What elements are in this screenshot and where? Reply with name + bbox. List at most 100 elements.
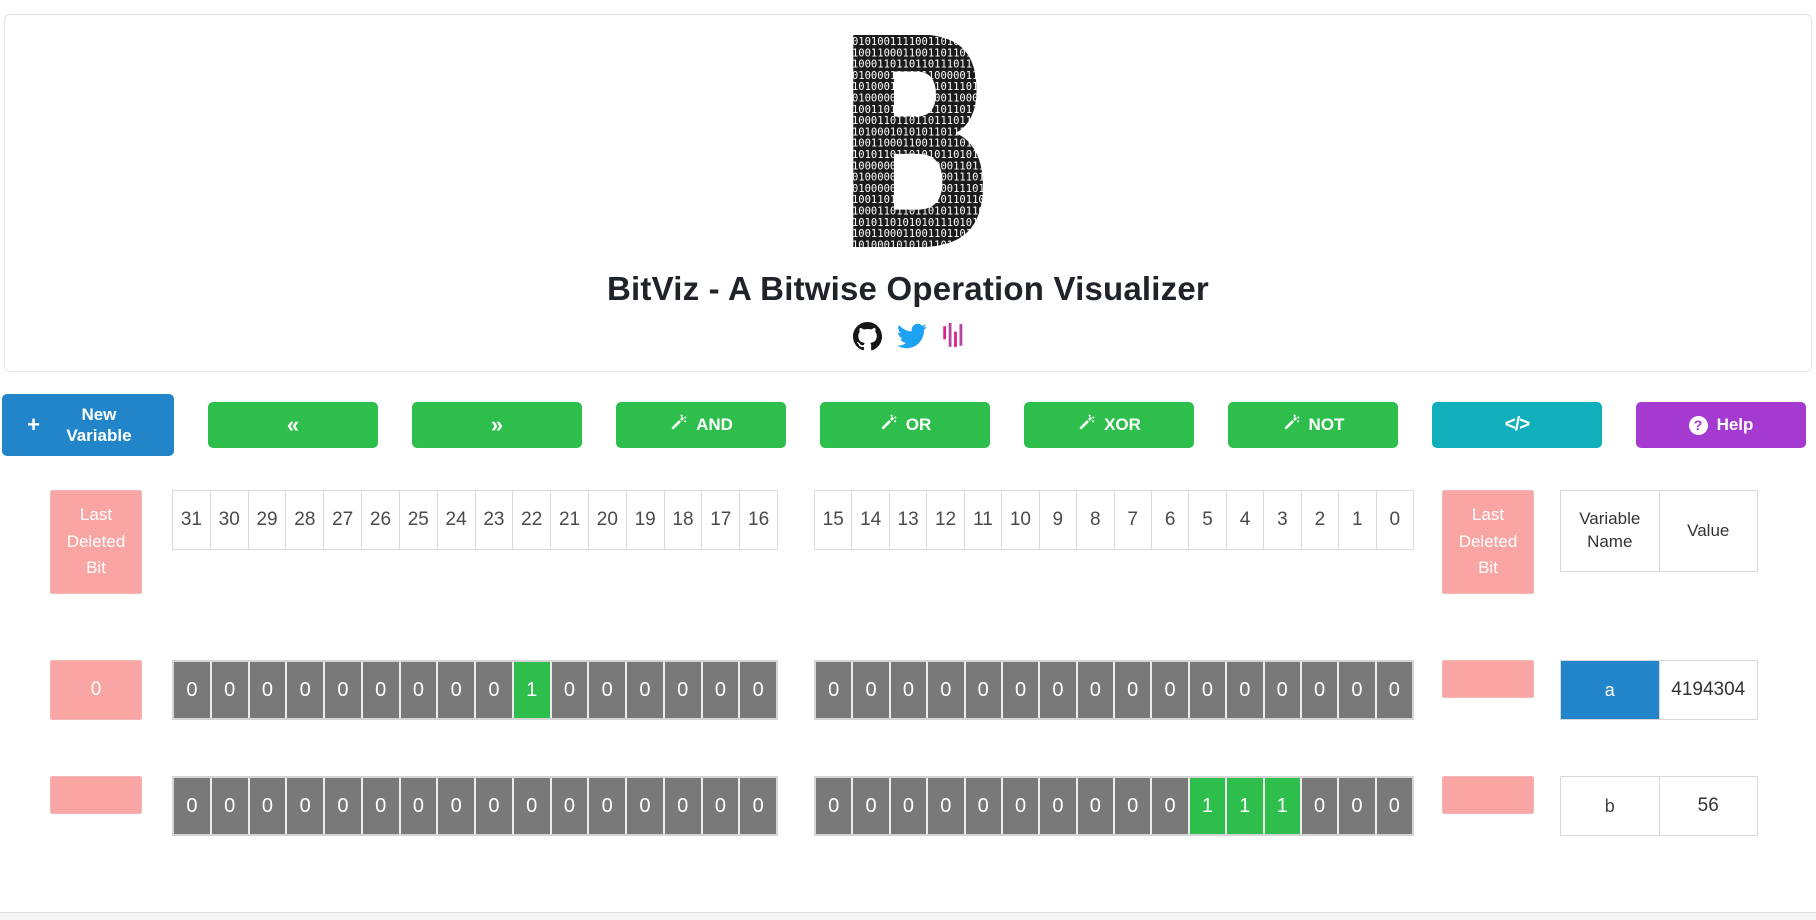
bit-cell[interactable]: 0 — [888, 662, 927, 718]
bit-cell[interactable]: 0 — [662, 778, 701, 834]
bit-cell[interactable]: 0 — [625, 778, 663, 834]
bit-cell[interactable]: 0 — [738, 662, 776, 718]
toolbar-button-xor[interactable]: XOR — [1024, 402, 1194, 448]
bit-cell[interactable]: 0 — [1075, 662, 1113, 718]
bit-cell[interactable]: 0 — [816, 662, 852, 718]
bit-cell[interactable]: 0 — [1337, 778, 1375, 834]
bit-cell[interactable]: 0 — [625, 662, 663, 718]
bit-cell[interactable]: 0 — [174, 778, 210, 834]
bit-header-row: Last Deleted Bit 31 30 29 28 27 26 25 24 23 22 21 2… — [0, 490, 1816, 594]
bit-cell[interactable]: 0 — [1150, 778, 1188, 834]
bit-cell[interactable]: 0 — [1337, 662, 1375, 718]
bit-cell[interactable]: 0 — [474, 662, 512, 718]
bit-index-header-high: 31 30 29 28 27 26 25 24 23 22 21 20 19 18 17 16 — [172, 490, 778, 550]
bit-cell[interactable]: 0 — [1038, 778, 1076, 834]
bit-cell[interactable]: 0 — [1299, 662, 1338, 718]
button-label: Help — [1716, 415, 1754, 434]
toolbar-button-new-variable[interactable]: + New Variable — [2, 394, 174, 456]
toolbar-button-shift-left[interactable]: « — [208, 402, 378, 448]
bit-cell[interactable]: 0 — [587, 778, 625, 834]
bit-cell[interactable]: 0 — [851, 778, 889, 834]
github-icon[interactable] — [852, 321, 882, 351]
bit-cell[interactable]: 0 — [963, 662, 1001, 718]
bit-cell[interactable]: 1 — [511, 662, 550, 718]
bit-cell[interactable]: 0 — [1075, 778, 1113, 834]
bit-cell[interactable]: 0 — [247, 662, 286, 718]
bit-cell[interactable]: 0 — [816, 778, 852, 834]
bit-index-cell: 24 — [436, 491, 475, 549]
bit-cell[interactable]: 0 — [926, 778, 964, 834]
bit-cell[interactable]: 0 — [474, 778, 512, 834]
bit-cell[interactable]: 0 — [549, 662, 588, 718]
bit-cell[interactable]: 0 — [1225, 662, 1263, 718]
magic-wand-icon — [1077, 413, 1095, 437]
bit-cell[interactable]: 0 — [1374, 778, 1412, 834]
bit-cell[interactable]: 0 — [926, 662, 964, 718]
bit-cell[interactable]: 0 — [888, 778, 927, 834]
variable-name-cell[interactable]: b — [1604, 795, 1615, 816]
bit-index-cell: 28 — [285, 491, 323, 549]
bit-cell[interactable]: 0 — [360, 662, 399, 718]
bit-cell[interactable]: 0 — [1000, 662, 1039, 718]
svg-text:0101010001010101101110101100: 0101010001010101101110101100 — [833, 126, 984, 138]
bit-cell[interactable]: 0 — [700, 778, 739, 834]
bit-cell[interactable]: 0 — [1299, 778, 1338, 834]
bit-cell[interactable]: 0 — [285, 662, 323, 718]
variable-row: 0 0 0 0 0 0 0 0 0 0 0 0 0 0 0 0 0 0 0 0 0 0 0 0 0 0 1 1 1 0 0 0 b 56 — [0, 776, 1816, 836]
bit-cell[interactable]: 0 — [1150, 662, 1188, 718]
bitviz-binary-b-logo: B 00101010011110011010111001101011001100… — [833, 35, 984, 253]
bit-cell[interactable]: 0 — [1113, 662, 1151, 718]
bit-cell[interactable]: 0 — [851, 662, 889, 718]
bit-index-cell: 0 — [1375, 491, 1413, 549]
bit-cell[interactable]: 1 — [1262, 778, 1300, 834]
bit-index-cell: 19 — [625, 491, 664, 549]
bit-cell[interactable]: 0 — [209, 778, 248, 834]
bit-cell[interactable]: 1 — [1225, 778, 1263, 834]
bit-cell[interactable]: 0 — [323, 662, 361, 718]
bit-cell[interactable]: 0 — [1113, 778, 1151, 834]
svg-text:1011001100011001101101101110: 1011001100011001101101101110 — [833, 47, 984, 59]
soundbars-icon[interactable] — [942, 323, 964, 349]
bit-cell[interactable]: 0 — [360, 778, 399, 834]
toolbar-button-shift-right[interactable]: » — [412, 402, 582, 448]
twitter-icon[interactable] — [896, 321, 927, 351]
bit-cell[interactable]: 0 — [209, 662, 248, 718]
variable-value-cell[interactable]: 56 — [1658, 777, 1758, 835]
bit-cell[interactable]: 0 — [323, 778, 361, 834]
bit-cell[interactable]: 0 — [436, 778, 474, 834]
bit-cell[interactable]: 1 — [1187, 778, 1226, 834]
svg-text:1011000110110110111011011010: 1011000110110110111011011010 — [833, 115, 984, 127]
bit-cell[interactable]: 0 — [398, 662, 437, 718]
variable-value-cell[interactable]: 4194304 — [1658, 661, 1758, 719]
bit-cell[interactable]: 0 — [511, 778, 550, 834]
toolbar-button-or[interactable]: OR — [820, 402, 990, 448]
bit-cell[interactable]: 0 — [587, 662, 625, 718]
bit-cell[interactable]: 0 — [1038, 662, 1076, 718]
value-header: Value — [1658, 491, 1758, 571]
code-icon: </> — [1504, 414, 1531, 435]
bit-cell[interactable]: 0 — [738, 778, 776, 834]
toolbar-button-code[interactable]: </> — [1432, 402, 1602, 448]
bit-cell[interactable]: 0 — [285, 778, 323, 834]
bit-cell[interactable]: 0 — [549, 778, 588, 834]
bit-cell[interactable]: 0 — [662, 662, 701, 718]
bit-cell[interactable]: 0 — [1187, 662, 1226, 718]
toolbar-button-help[interactable]: ? Help — [1636, 402, 1806, 448]
variable-name-cell[interactable]: a — [1561, 661, 1659, 719]
bit-cell[interactable]: 0 — [436, 662, 474, 718]
header-card: B 00101010011110011010111001101011001100… — [4, 14, 1812, 372]
bit-cell[interactable]: 0 — [247, 778, 286, 834]
bit-cell[interactable]: 0 — [700, 662, 739, 718]
bit-cell[interactable]: 0 — [963, 778, 1001, 834]
bit-cell[interactable]: 0 — [1262, 662, 1300, 718]
toolbar-button-and[interactable]: AND — [616, 402, 786, 448]
bit-cell[interactable]: 0 — [398, 778, 437, 834]
bit-cell[interactable]: 0 — [1000, 778, 1039, 834]
bit-cell[interactable]: 0 — [1374, 662, 1412, 718]
toolbar-button-not[interactable]: NOT — [1228, 402, 1398, 448]
bit-cell[interactable]: 0 — [174, 662, 210, 718]
magic-wand-icon — [669, 413, 687, 437]
bit-index-cell: 26 — [361, 491, 399, 549]
logo-binary-rows: 0010101001111001101011100110101100110001… — [833, 36, 984, 251]
